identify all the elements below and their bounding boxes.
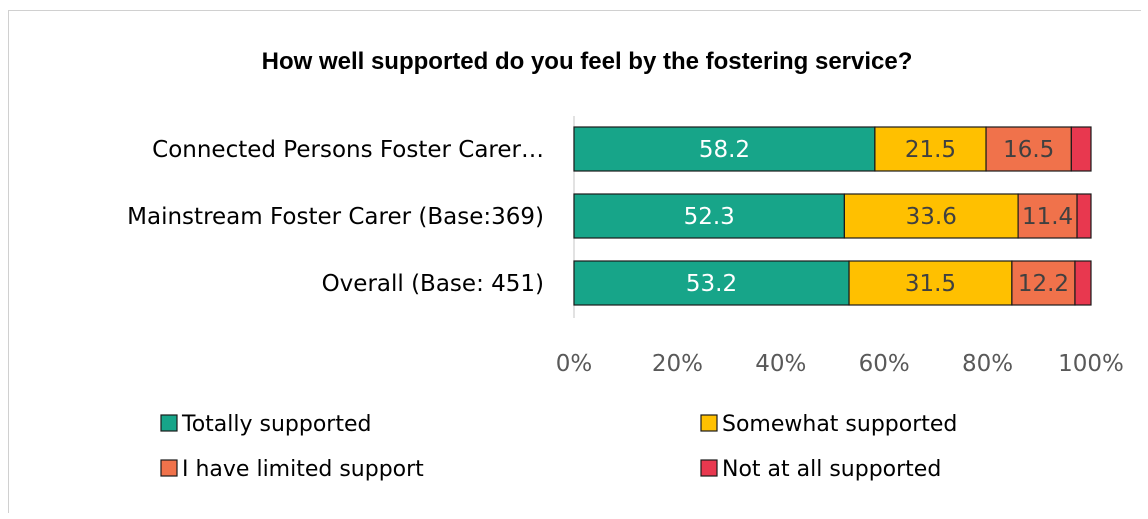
bar-segment	[1076, 193, 1092, 239]
bar-segment	[1011, 260, 1076, 306]
x-tick-label: 0%	[556, 351, 593, 377]
legend-swatch	[160, 414, 178, 432]
plot-area: Connected Persons Foster Carer… Mainstrea…	[127, 116, 1124, 377]
legend-swatch	[700, 414, 718, 432]
category-label: Connected Persons Foster Carer…	[152, 137, 544, 163]
data-label: 12.2	[1018, 271, 1069, 297]
legend-label: Not at all supported	[722, 457, 941, 482]
data-label: 31.5	[905, 271, 956, 297]
legend-label: Totally supported	[181, 412, 371, 437]
legend-label: Somewhat supported	[722, 412, 957, 437]
chart-title: How well supported do you feel by the fo…	[262, 48, 913, 75]
bar-segment	[1017, 193, 1078, 239]
bar-segment	[874, 126, 987, 172]
category-label: Mainstream Foster Carer (Base:369)	[127, 204, 544, 230]
legend-item: Not at all supported	[700, 457, 941, 482]
data-label: 53.2	[686, 271, 737, 297]
x-tick-label: 80%	[962, 351, 1013, 377]
data-label: 33.6	[906, 204, 957, 230]
legend-item: Somewhat supported	[700, 412, 957, 437]
legend: Totally supported Somewhat supported I hav…	[160, 412, 957, 482]
data-label: 16.5	[1003, 137, 1054, 163]
x-tick-label: 100%	[1058, 351, 1124, 377]
data-label: 11.4	[1022, 204, 1073, 230]
legend-swatch	[700, 459, 718, 477]
legend-swatch	[160, 459, 178, 477]
x-tick-label: 60%	[859, 351, 910, 377]
x-tick-label: 40%	[755, 351, 806, 377]
data-label: 58.2	[699, 137, 750, 163]
bar-segment	[1070, 126, 1092, 172]
data-label: 21.5	[905, 137, 956, 163]
legend-item: Totally supported	[160, 412, 371, 437]
bar-segment	[985, 126, 1072, 172]
chart-frame: How well supported do you feel by the fo…	[8, 10, 1141, 513]
stacked-bar-chart: How well supported do you feel by the fo…	[127, 48, 1124, 482]
x-tick-label: 20%	[652, 351, 703, 377]
legend-label: I have limited support	[182, 457, 424, 482]
category-label: Overall (Base: 451)	[322, 271, 544, 297]
legend-item: I have limited support	[160, 457, 424, 482]
data-label: 52.3	[684, 204, 735, 230]
bar-segment	[1074, 260, 1092, 306]
